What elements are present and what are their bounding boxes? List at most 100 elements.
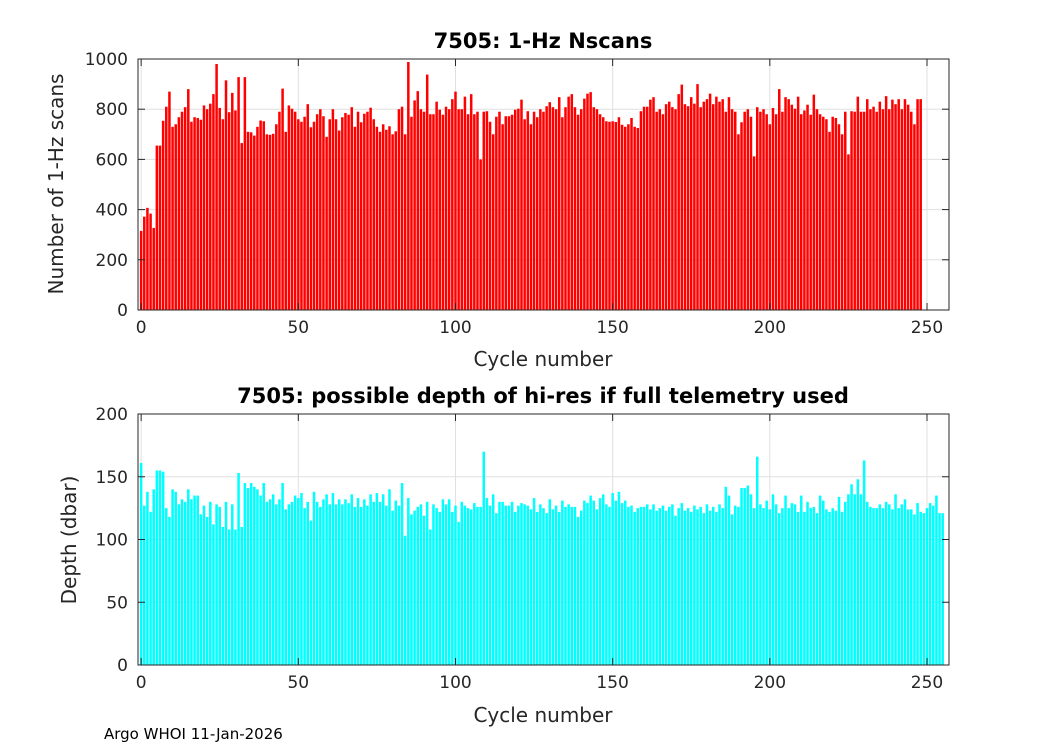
depth-y-tick-label: 50 [106, 593, 128, 613]
depth-bar [504, 505, 508, 665]
nscans-bar [614, 122, 618, 310]
nscans-bar [856, 96, 860, 311]
nscans-bar [485, 111, 489, 311]
nscans-bar [381, 124, 385, 310]
depth-bar [787, 508, 790, 666]
depth-bar [784, 495, 787, 665]
depth-bar [278, 499, 281, 665]
depth-bar [627, 506, 630, 665]
depth-bar [872, 508, 875, 666]
nscans-bar [718, 101, 721, 310]
depth-bar [683, 510, 687, 665]
depth-bar [202, 505, 206, 665]
depth-bar [300, 493, 303, 665]
depth-bar [793, 504, 797, 665]
depth-bar [721, 508, 724, 666]
depth-bar [429, 529, 432, 665]
depth-bar [262, 483, 265, 665]
nscans-bar [793, 108, 797, 310]
depth-bar [746, 485, 750, 665]
depth-bar [517, 505, 520, 665]
nscans-bar [312, 121, 316, 310]
nscans-bar [737, 134, 740, 310]
depth-bar [825, 509, 828, 665]
depth-bar [693, 505, 696, 665]
nscans-y-tick-label: 400 [96, 201, 128, 221]
nscans-bar [504, 116, 508, 310]
nscans-bar [290, 108, 294, 310]
nscans-bar [570, 94, 574, 310]
depth-bar [249, 483, 253, 665]
depth-bar [303, 508, 306, 666]
nscans-bar [435, 101, 438, 310]
depth-bar [840, 511, 844, 665]
nscans-bar [592, 107, 596, 310]
nscans-bar [256, 126, 259, 311]
depth-bar [674, 515, 677, 665]
depth-bar [894, 494, 897, 665]
depth-bar [381, 494, 385, 665]
depth-bar [425, 501, 429, 665]
depth-bar [394, 500, 398, 665]
depth-bar [507, 505, 511, 665]
nscans-bar [608, 121, 611, 310]
depth-bar [319, 506, 322, 665]
nscans-bar [444, 106, 448, 310]
nscans-bar [894, 104, 897, 311]
depth-bar [397, 505, 401, 665]
nscans-axes-box [137, 58, 950, 311]
nscans-bar [171, 126, 174, 311]
depth-bar [636, 508, 640, 666]
nscans-bar [677, 94, 680, 310]
depth-bar [743, 488, 746, 665]
depth-bar [781, 508, 784, 666]
nscans-bar [221, 119, 225, 311]
nscans-bar [611, 121, 614, 310]
nscans-bar [768, 124, 772, 310]
depth-bar [561, 500, 564, 665]
nscans-bar [822, 116, 825, 310]
nscans-bar [708, 93, 712, 310]
nscans-bar [303, 116, 306, 310]
nscans-bar [888, 109, 891, 310]
nscans-bar [548, 102, 552, 310]
nscans-bar [177, 117, 181, 310]
nscans-bar [237, 77, 240, 310]
nscans-bar [407, 62, 410, 311]
nscans-x-tick-label: 0 [136, 318, 147, 338]
depth-bar [416, 506, 420, 665]
nscans-x-tick-label: 150 [596, 318, 628, 338]
nscans-bar [328, 119, 331, 311]
nscans-bar [539, 109, 542, 310]
nscans-bar [403, 134, 407, 310]
nscans-bar [721, 99, 724, 310]
nscans-bar [916, 99, 919, 310]
depth-bar [598, 498, 602, 665]
nscans-bar [363, 113, 366, 310]
depth-bar [727, 495, 731, 665]
depth-bar [196, 495, 199, 665]
nscans-bar [259, 120, 262, 310]
nscans-bar [315, 114, 319, 310]
depth-bar [281, 483, 284, 665]
nscans-bar [334, 119, 338, 311]
nscans-bar [790, 104, 794, 311]
depth-bar [881, 508, 885, 666]
nscans-bar [199, 119, 203, 311]
depth-bar [913, 514, 916, 665]
nscans-bar [740, 122, 743, 310]
nscans-bar [469, 94, 473, 310]
nscans-bar [422, 111, 426, 311]
depth-bar [149, 511, 152, 665]
depth-bar [611, 493, 614, 665]
nscans-bar [850, 111, 853, 311]
depth-x-tick-label: 50 [287, 673, 309, 693]
nscans-bar [463, 96, 467, 311]
depth-bar [146, 491, 149, 665]
nscans-bar [803, 110, 806, 310]
depth-bar [608, 506, 611, 665]
depth-bar [139, 462, 143, 665]
depth-bar [253, 486, 256, 665]
nscans-bar [227, 112, 231, 311]
depth-bar [385, 505, 388, 665]
